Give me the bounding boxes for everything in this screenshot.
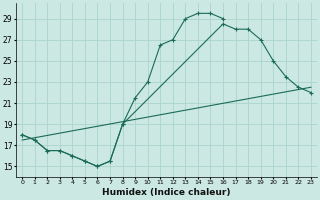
X-axis label: Humidex (Indice chaleur): Humidex (Indice chaleur) [102,188,231,197]
